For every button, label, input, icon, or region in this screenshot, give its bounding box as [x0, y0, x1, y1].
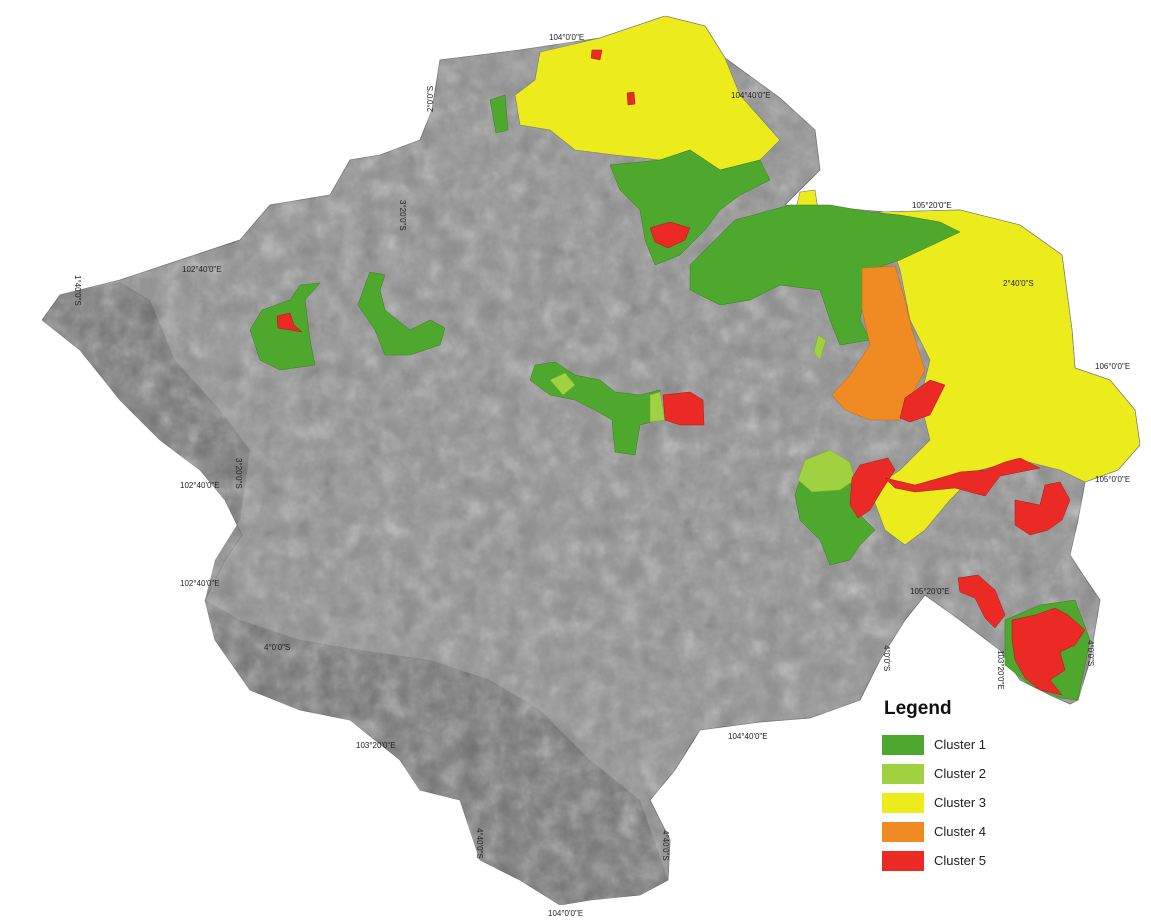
- legend-item-cluster-3: Cluster 3: [882, 788, 1082, 817]
- legend-swatch: [882, 792, 924, 813]
- mountain-relief: [42, 282, 668, 905]
- legend: Legend Cluster 1 Cluster 2 Cluster 3 Clu…: [882, 698, 1082, 875]
- coord-label: 102°40'0"E: [180, 481, 220, 490]
- coord-label: 4°0'0"S: [1086, 640, 1095, 666]
- coord-label: 105°20'0"E: [912, 201, 952, 210]
- legend-title: Legend: [884, 698, 952, 719]
- legend-swatch: [882, 850, 924, 871]
- legend-swatch: [882, 821, 924, 842]
- coordinate-labels: 104°0'0"E 104°40'0"E 105°20'0"E 2°40'0"S…: [73, 33, 1130, 918]
- legend-swatch: [882, 734, 924, 755]
- cluster-5-regions: [276, 49, 1086, 696]
- cluster-3-regions: [514, 15, 1141, 546]
- coord-label: 1°40'0"S: [73, 275, 82, 306]
- coord-label: 4°0'0"S: [264, 643, 290, 652]
- coord-label: 2°0'0"S: [426, 86, 435, 112]
- coord-label: 105°20'0"E: [910, 587, 950, 596]
- coord-label: 4°0'0"S: [882, 645, 891, 671]
- legend-label: Cluster 5: [934, 853, 987, 868]
- coord-label: 104°40'0"E: [728, 732, 768, 741]
- coord-label: 104°0'0"E: [548, 909, 583, 918]
- legend-label: Cluster 1: [934, 737, 987, 752]
- coord-label: 3°20'0"S: [234, 458, 243, 489]
- coord-label: 103°20'0"E: [996, 650, 1005, 690]
- coord-label: 4°40'0"S: [475, 828, 484, 859]
- coord-label: 2°40'0"S: [1003, 279, 1034, 288]
- legend-label: Cluster 4: [934, 824, 987, 839]
- legend-item-cluster-4: Cluster 4: [882, 817, 1082, 846]
- coord-label: 104°40'0"E: [731, 91, 771, 100]
- coord-label: 105°0'0"E: [1095, 475, 1130, 484]
- cluster-4-region: [831, 265, 926, 421]
- coord-label: 3°20'0"S: [398, 200, 407, 231]
- legend-label: Cluster 3: [934, 795, 987, 810]
- coord-label: 104°0'0"E: [549, 33, 584, 42]
- legend-item-cluster-1: Cluster 1: [882, 730, 1082, 759]
- coord-label: 102°40'0"E: [182, 265, 222, 274]
- coord-label: 103°20'0"E: [356, 741, 396, 750]
- coord-label: 102°40'0"E: [180, 579, 220, 588]
- legend-label: Cluster 2: [934, 766, 987, 781]
- legend-item-cluster-2: Cluster 2: [882, 759, 1082, 788]
- legend-item-cluster-5: Cluster 5: [882, 846, 1082, 875]
- legend-swatch: [882, 763, 924, 784]
- coord-label: 4°40'0"S: [661, 830, 670, 861]
- coord-label: 106°0'0"E: [1095, 362, 1130, 371]
- cluster-2-regions: [549, 334, 856, 493]
